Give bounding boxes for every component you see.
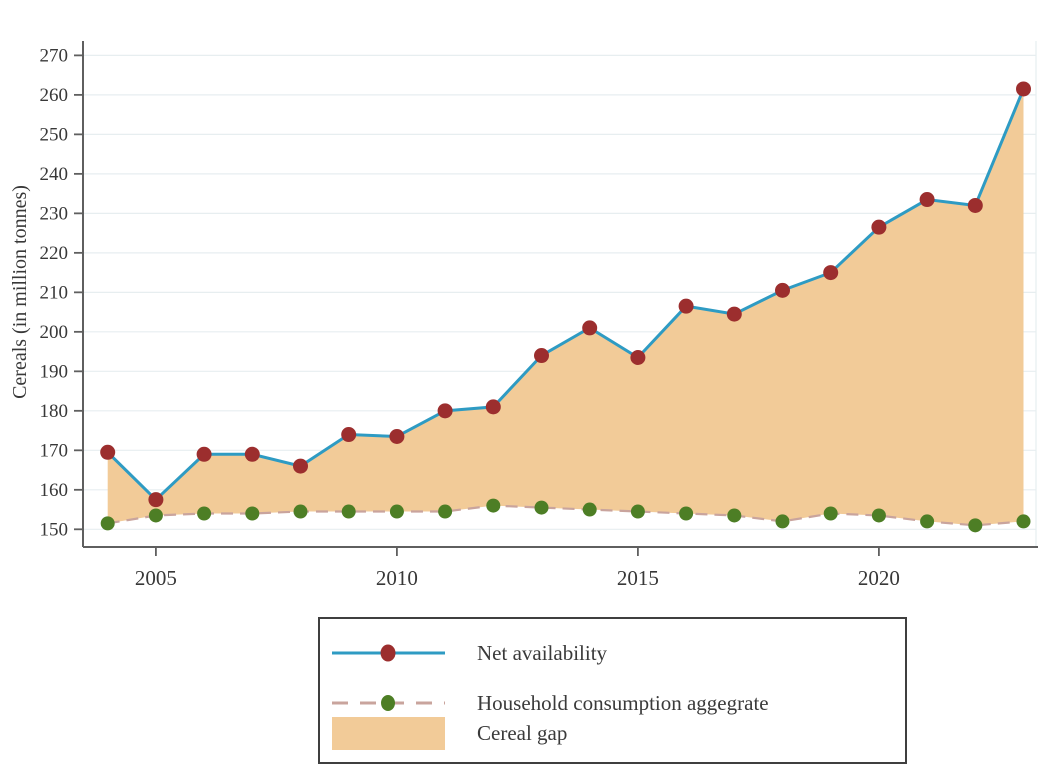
y-tick-label: 210	[40, 282, 69, 303]
y-tick-label: 270	[40, 45, 69, 66]
y-tick-label: 150	[40, 519, 69, 540]
plot-area: Cereals (in million tonnes) 150 160 170 180…	[9, 41, 1038, 590]
legend-label-net-availability: Net availability	[477, 640, 608, 665]
y-tick-label: 220	[40, 243, 69, 264]
y-tick-label: 160	[40, 480, 69, 501]
cereal-gap-swatch	[332, 716, 445, 750]
y-tick-label: 170	[40, 440, 69, 461]
legend-item-net-availability: Net availability	[332, 633, 607, 673]
y-tick-label: 240	[40, 164, 69, 185]
legend: Net availability Household consumption a…	[318, 617, 907, 764]
x-tick-label: 2010	[376, 566, 418, 590]
y-tick-label: 260	[40, 85, 69, 106]
y-tick-label: 200	[40, 322, 69, 343]
y-tick-label: 250	[40, 124, 69, 145]
y-axis-title: Cereals (in million tonnes)	[9, 185, 31, 399]
legend-item-household-consumption: Household consumption aggegrate	[332, 683, 769, 723]
x-tick-label: 2005	[135, 566, 177, 590]
legend-label-household-consumption: Household consumption aggegrate	[477, 690, 769, 715]
x-tick-label: 2020	[858, 566, 900, 590]
legend-label-cereal-gap: Cereal gap	[477, 720, 568, 745]
y-tick-label: 230	[40, 203, 69, 224]
y-tick-label: 190	[40, 361, 69, 382]
legend-item-cereal-gap: Cereal gap	[332, 716, 567, 750]
net-availability-key-line	[332, 644, 445, 662]
y-tick-label: 180	[40, 401, 69, 422]
household-consumption-key-line	[332, 695, 445, 711]
x-tick-label: 2015	[617, 566, 659, 590]
